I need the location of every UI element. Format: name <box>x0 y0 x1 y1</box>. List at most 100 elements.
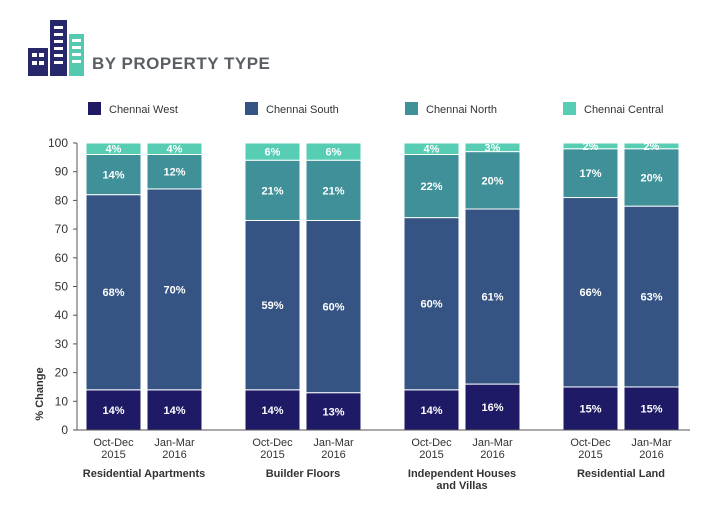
legend-swatch <box>563 102 576 115</box>
x-tick-label: Jan-Mar <box>631 437 672 449</box>
data-label: 2% <box>583 141 599 153</box>
y-tick-label: 10 <box>55 394 69 408</box>
data-label: 4% <box>106 144 122 156</box>
x-tick-label: 2015 <box>578 449 602 461</box>
y-tick-label: 60 <box>55 251 69 265</box>
bar-segment <box>562 197 619 388</box>
data-label: 13% <box>322 406 344 418</box>
bar-segment <box>305 142 362 161</box>
x-tick-label: Jan-Mar <box>472 437 513 449</box>
category-label: Residential Land <box>577 468 665 480</box>
data-label: 6% <box>265 147 281 159</box>
data-label: 21% <box>261 185 283 197</box>
data-label: 20% <box>481 175 503 187</box>
y-tick-label: 90 <box>55 165 69 179</box>
bar-segment <box>85 389 142 431</box>
bar-segment <box>562 386 619 431</box>
bar-segment <box>85 153 142 196</box>
bar-segment <box>305 159 362 221</box>
bar-segment <box>623 148 680 207</box>
x-tick-label: Oct-Dec <box>411 437 452 449</box>
data-label: 60% <box>420 299 442 311</box>
bar-segment <box>562 142 619 150</box>
bar-segment <box>623 142 680 150</box>
data-label: 21% <box>322 185 344 197</box>
x-tick-label: Jan-Mar <box>313 437 354 449</box>
data-label: 3% <box>485 142 501 154</box>
bar-segment <box>146 389 203 431</box>
legend-swatch <box>245 102 258 115</box>
bar-segment <box>464 151 521 210</box>
bar-segment <box>403 153 460 219</box>
legend-label: Chennai South <box>266 104 339 116</box>
buildings-icon <box>28 20 84 76</box>
x-tick-label: Oct-Dec <box>252 437 293 449</box>
y-tick-label: 20 <box>55 366 69 380</box>
data-label: 68% <box>102 287 124 299</box>
bar-segment <box>403 389 460 431</box>
data-label: 70% <box>163 284 185 296</box>
bar-segment <box>146 142 203 155</box>
bar-segment <box>244 142 301 161</box>
category-label: Independent Houses <box>408 468 516 480</box>
bar-segment <box>244 389 301 431</box>
page-title: BY PROPERTY TYPE <box>92 54 271 73</box>
bar-segment <box>562 148 619 199</box>
legend-label: Chennai West <box>109 104 178 116</box>
bar-segment <box>403 217 460 391</box>
legend-label: Chennai North <box>426 104 497 116</box>
y-tick-label: 30 <box>55 337 69 351</box>
category-label: Residential Apartments <box>83 468 205 480</box>
y-tick-label: 40 <box>55 308 69 322</box>
bar-segment <box>464 142 521 153</box>
bar-segment <box>85 142 142 155</box>
y-tick-label: 80 <box>55 193 69 207</box>
y-tick-label: 50 <box>55 280 69 294</box>
x-tick-label: Oct-Dec <box>93 437 134 449</box>
legend-swatch <box>88 102 101 115</box>
data-label: 4% <box>424 144 440 156</box>
data-label: 15% <box>640 403 662 415</box>
bar-segment <box>623 205 680 388</box>
y-tick-label: 70 <box>55 222 69 236</box>
data-label: 60% <box>322 302 344 314</box>
legend-label: Chennai Central <box>584 104 664 116</box>
bar-segment <box>146 188 203 391</box>
x-tick-label: Jan-Mar <box>154 437 195 449</box>
data-label: 6% <box>326 147 342 159</box>
x-tick-label: Oct-Dec <box>570 437 611 449</box>
data-label: 15% <box>579 403 601 415</box>
data-label: 16% <box>481 402 503 414</box>
x-tick-label: 2016 <box>480 449 504 461</box>
data-label: 22% <box>420 181 442 193</box>
data-label: 14% <box>420 405 442 417</box>
y-tick-label: 0 <box>61 423 68 437</box>
data-label: 12% <box>163 167 185 179</box>
category-label: and Villas <box>436 480 487 492</box>
x-tick-label: 2015 <box>419 449 443 461</box>
data-label: 2% <box>644 141 660 153</box>
x-tick-label: 2016 <box>162 449 186 461</box>
data-label: 63% <box>640 292 662 304</box>
data-label: 14% <box>261 405 283 417</box>
bar-segment <box>85 194 142 391</box>
data-label: 14% <box>102 170 124 182</box>
bar-segment <box>244 219 301 391</box>
data-label: 20% <box>640 172 662 184</box>
y-axis-title: % Change <box>34 367 46 420</box>
bar-segment <box>244 159 301 221</box>
data-label: 59% <box>261 300 283 312</box>
bar-segment <box>464 208 521 385</box>
data-label: 4% <box>167 144 183 156</box>
y-tick-label: 100 <box>48 136 68 150</box>
category-label: Builder Floors <box>266 468 341 480</box>
legend-swatch <box>405 102 418 115</box>
data-label: 14% <box>102 405 124 417</box>
x-tick-label: 2015 <box>260 449 284 461</box>
x-tick-label: 2015 <box>101 449 125 461</box>
data-label: 14% <box>163 405 185 417</box>
x-tick-label: 2016 <box>639 449 663 461</box>
x-tick-label: 2016 <box>321 449 345 461</box>
bar-segment <box>403 142 460 155</box>
